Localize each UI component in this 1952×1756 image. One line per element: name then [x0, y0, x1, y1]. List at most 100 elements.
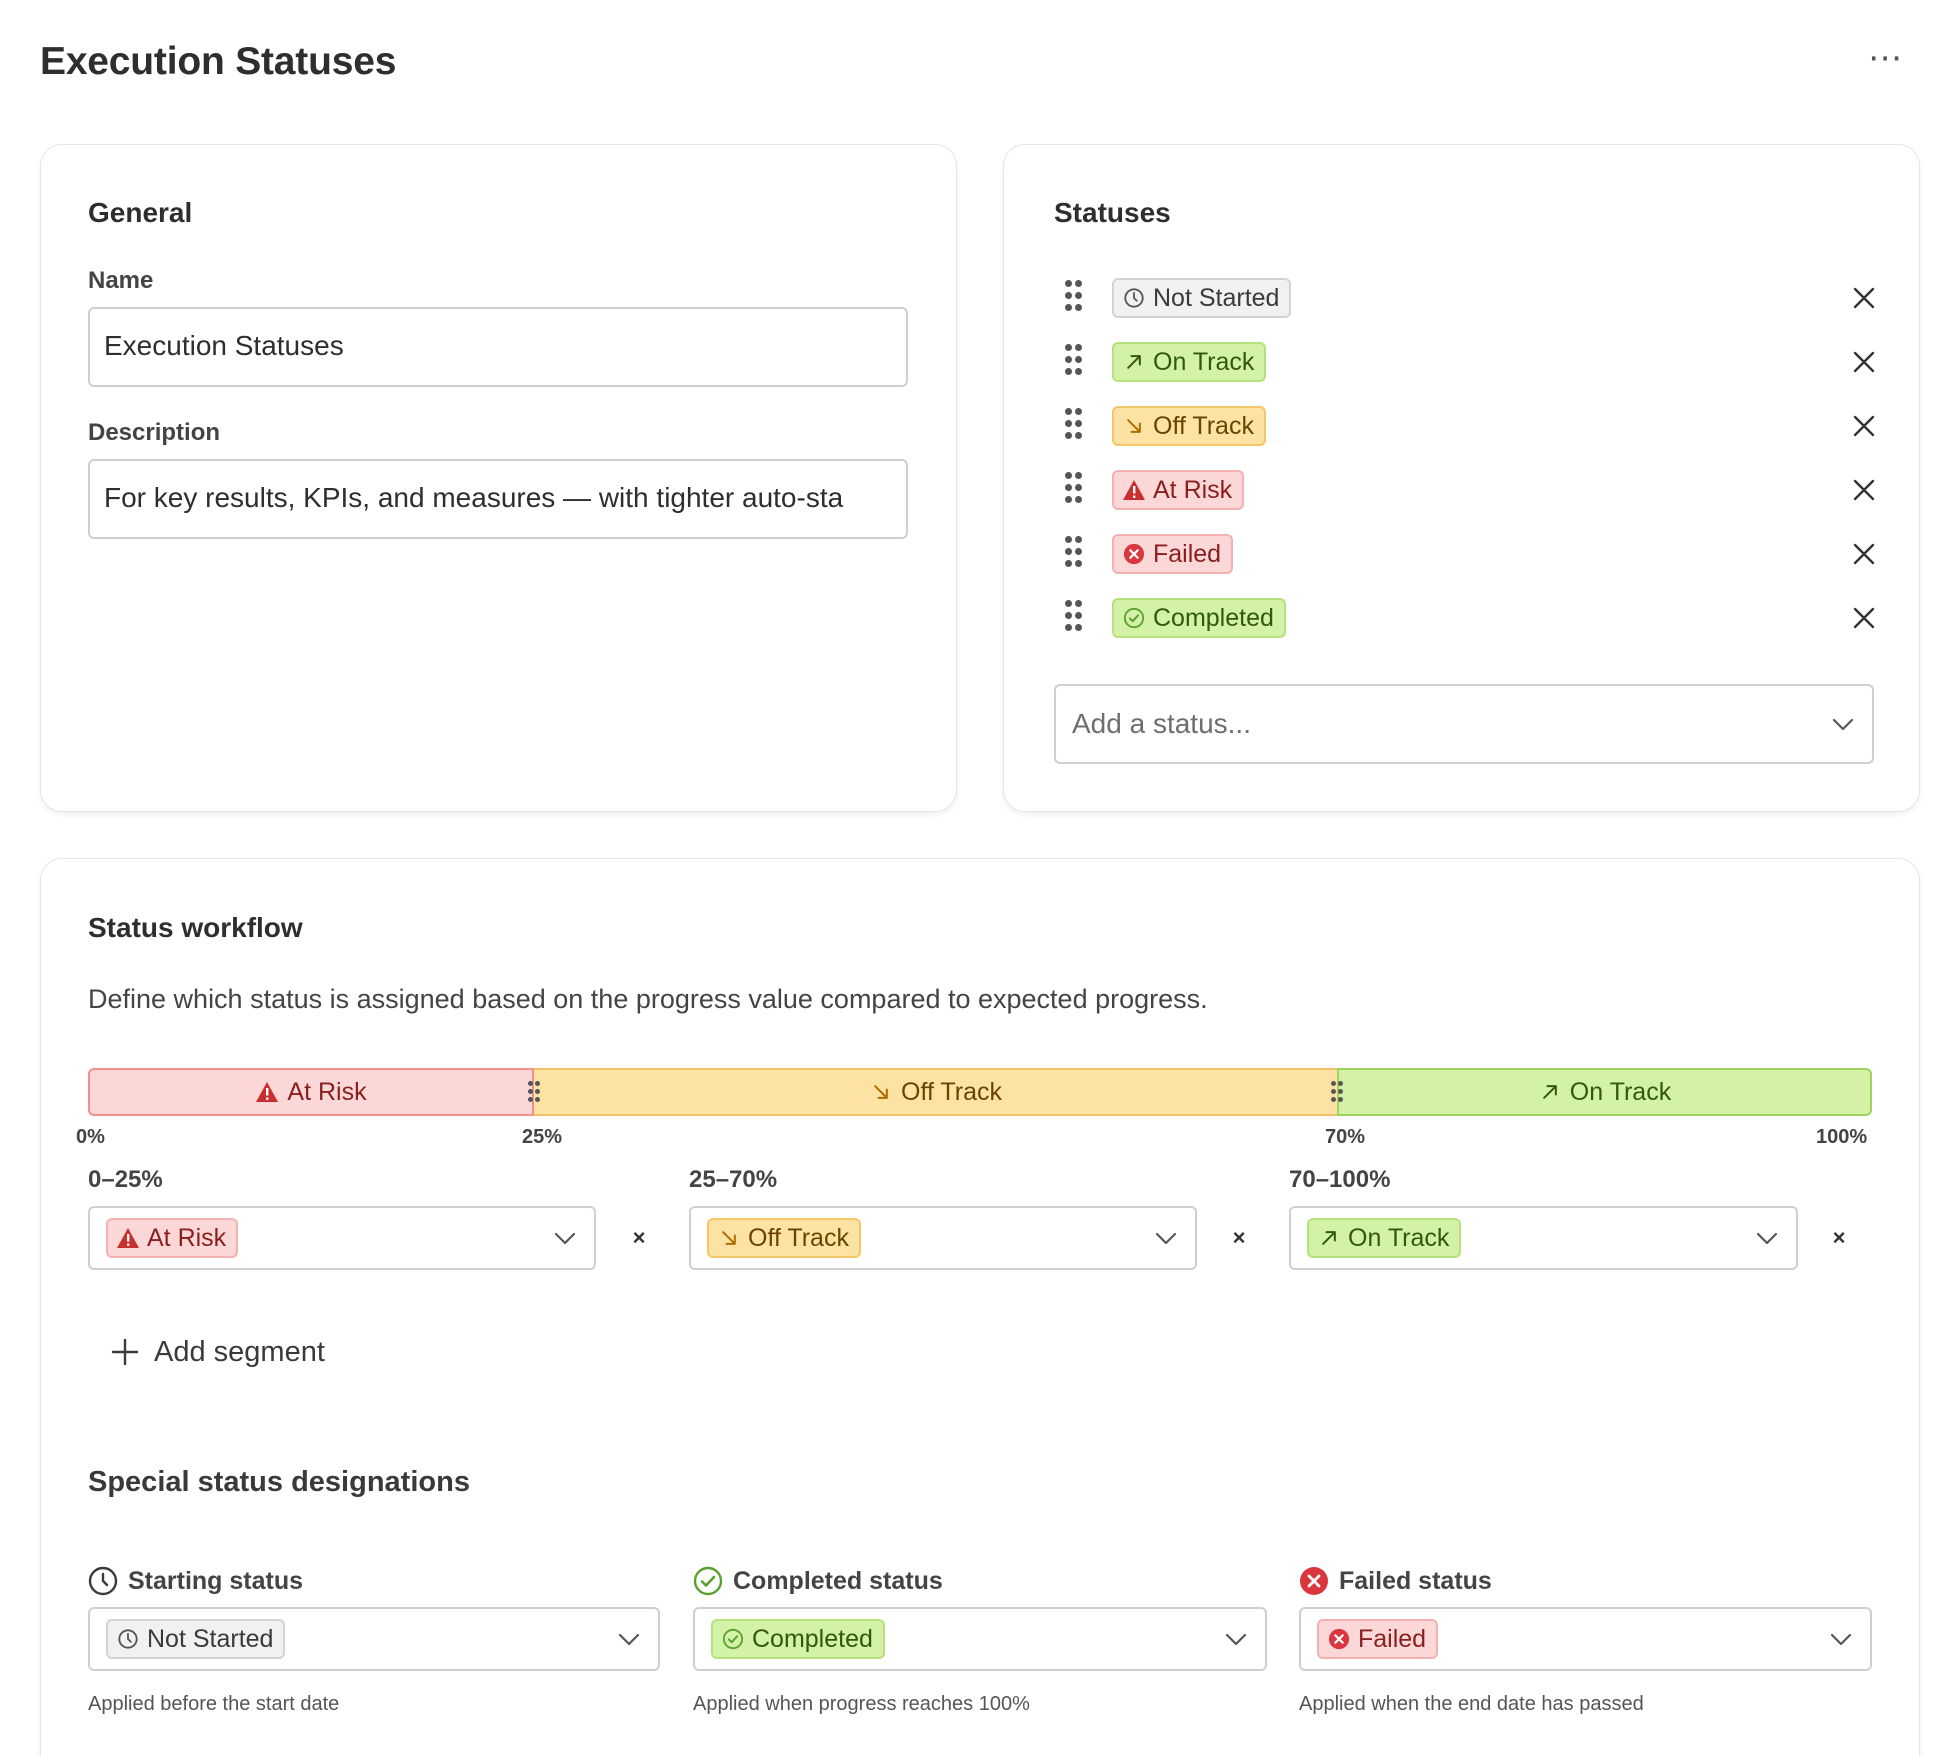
description-input[interactable]: For key results, KPIs, and measures — wi…: [88, 459, 908, 539]
status-chip-failed: Failed: [1317, 1619, 1439, 1659]
status-row: Failed: [1064, 531, 1875, 577]
remove-segment-button[interactable]: ×: [1832, 1225, 1846, 1250]
status-row: Off Track: [1064, 403, 1875, 449]
warning-triangle-icon: [255, 1080, 279, 1104]
workflow-description: Define which status is assigned based on…: [88, 984, 1208, 1014]
status-label: Off Track: [1153, 411, 1254, 440]
remove-status-button[interactable]: [1844, 531, 1884, 577]
status-chip-failed: Failed: [1112, 534, 1234, 574]
status-chip-not-started: Not Started: [1112, 278, 1292, 318]
segment-label: Off Track: [901, 1077, 1002, 1106]
statuses-card: Statuses Not Started On Track Off Track …: [1003, 144, 1920, 812]
status-label: At Risk: [147, 1223, 227, 1252]
starting-status-text: Starting status: [128, 1566, 304, 1595]
status-chip-off-track: Off Track: [707, 1218, 861, 1258]
segment-range-label: 25–70%: [689, 1166, 778, 1193]
clock-icon: [1122, 286, 1146, 310]
drag-handle-icon[interactable]: [1064, 279, 1084, 313]
remove-segment-button[interactable]: ×: [1232, 1225, 1246, 1250]
tick-label: 100%: [1816, 1126, 1868, 1148]
segment-label: At Risk: [287, 1077, 367, 1106]
status-row: At Risk: [1064, 467, 1875, 513]
tick-label: 25%: [522, 1126, 563, 1148]
arrow-up-right-icon: [1538, 1080, 1562, 1104]
status-chip-off-track: Off Track: [1112, 406, 1266, 446]
remove-segment-button[interactable]: ×: [632, 1225, 646, 1250]
segment-resize-handle[interactable]: [1330, 1080, 1344, 1104]
status-label: At Risk: [1153, 475, 1233, 504]
add-segment-label: Add segment: [154, 1335, 325, 1368]
status-chip-completed: Completed: [1112, 598, 1286, 638]
starting-status-helper: Applied before the start date: [88, 1693, 340, 1715]
segment-resize-handle[interactable]: [527, 1080, 541, 1104]
clock-icon: [88, 1566, 118, 1596]
arrow-up-right-icon: [1317, 1226, 1341, 1250]
add-status-placeholder: Add a status...: [1072, 708, 1251, 739]
segment-range-label: 70–100%: [1289, 1166, 1391, 1193]
add-segment-button[interactable]: Add segment: [110, 1328, 325, 1376]
arrow-down-right-icon: [869, 1080, 893, 1104]
status-label: Failed: [1358, 1624, 1427, 1653]
general-title: General: [88, 197, 193, 228]
status-row: On Track: [1064, 339, 1875, 385]
warning-triangle-icon: [116, 1226, 140, 1250]
chevron-down-icon: [554, 1232, 576, 1245]
status-label: Completed: [1153, 603, 1274, 632]
drag-handle-icon[interactable]: [1064, 535, 1084, 569]
completed-status-text: Completed status: [733, 1566, 943, 1595]
more-options-button[interactable]: ⋯: [1868, 39, 1904, 77]
status-chip-completed: Completed: [711, 1619, 885, 1659]
segment-status-select[interactable]: At Risk: [88, 1206, 596, 1270]
status-label: Off Track: [748, 1223, 849, 1252]
remove-status-button[interactable]: [1844, 339, 1884, 385]
status-label: Failed: [1153, 539, 1222, 568]
tick-label: 0%: [76, 1126, 105, 1148]
segment-on-track: On Track: [1337, 1068, 1872, 1116]
drag-handle-icon[interactable]: [1064, 471, 1084, 505]
segment-bar: At Risk Off Track On Track: [88, 1068, 1872, 1116]
remove-status-button[interactable]: [1844, 403, 1884, 449]
chevron-down-icon: [618, 1633, 640, 1646]
status-chip-not-started: Not Started: [106, 1619, 286, 1659]
chevron-down-icon: [1225, 1633, 1247, 1646]
segment-status-select[interactable]: Off Track: [689, 1206, 1197, 1270]
chevron-down-icon: [1832, 718, 1854, 731]
failed-status-select[interactable]: Failed: [1299, 1607, 1872, 1671]
status-label: Not Started: [1153, 283, 1280, 312]
check-circle-icon: [721, 1627, 745, 1651]
x-circle-icon: [1327, 1627, 1351, 1651]
general-card: General Name Execution Statuses Descript…: [40, 144, 957, 812]
drag-handle-icon[interactable]: [1064, 599, 1084, 633]
drag-handle-icon[interactable]: [1064, 407, 1084, 441]
remove-status-button[interactable]: [1844, 595, 1884, 641]
remove-status-button[interactable]: [1844, 275, 1884, 321]
starting-status-label: Starting status: [88, 1566, 303, 1596]
x-circle-icon: [1122, 542, 1146, 566]
completed-status-select[interactable]: Completed: [693, 1607, 1267, 1671]
segment-label: On Track: [1569, 1077, 1672, 1106]
status-label: On Track: [1153, 347, 1255, 376]
remove-status-button[interactable]: [1844, 467, 1884, 513]
drag-handle-icon[interactable]: [1064, 343, 1084, 377]
plus-icon: [110, 1337, 140, 1367]
check-circle-icon: [1122, 606, 1146, 630]
name-input[interactable]: Execution Statuses: [88, 307, 908, 387]
arrow-down-right-icon: [1122, 414, 1146, 438]
arrow-down-right-icon: [717, 1226, 741, 1250]
status-label: On Track: [1348, 1223, 1450, 1252]
status-label: Completed: [752, 1624, 873, 1653]
segment-status-select[interactable]: On Track: [1289, 1206, 1798, 1270]
status-chip-on-track: On Track: [1307, 1218, 1462, 1258]
segment-range-label: 0–25%: [88, 1166, 163, 1193]
special-designations-title: Special status designations: [88, 1466, 470, 1498]
status-row: Completed: [1064, 595, 1875, 641]
failed-status-label: Failed status: [1299, 1566, 1492, 1596]
clock-icon: [116, 1627, 140, 1651]
chevron-down-icon: [1155, 1232, 1177, 1245]
chevron-down-icon: [1756, 1232, 1778, 1245]
starting-status-select[interactable]: Not Started: [88, 1607, 660, 1671]
add-status-select[interactable]: Add a status...: [1054, 684, 1874, 764]
x-circle-icon: [1299, 1566, 1329, 1596]
completed-status-helper: Applied when progress reaches 100%: [693, 1693, 1030, 1715]
warning-triangle-icon: [1122, 478, 1146, 502]
